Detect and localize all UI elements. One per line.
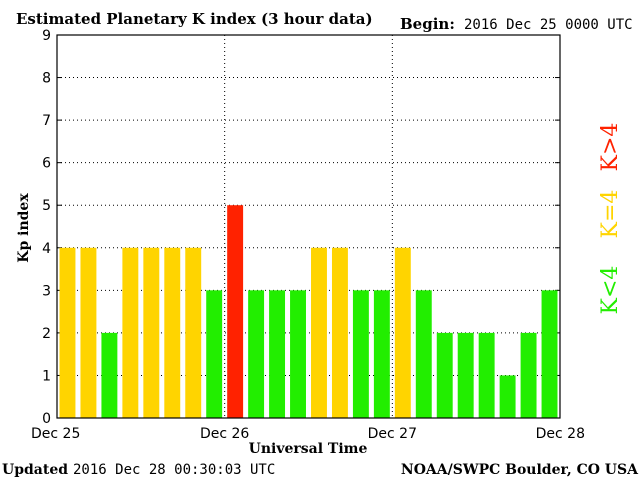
kp-bar [185, 247, 202, 418]
kp-bar [227, 205, 244, 418]
kp-bar [436, 332, 453, 418]
kp-bar [478, 332, 495, 418]
kp-bar [164, 247, 181, 418]
y-tick-label: 6 [42, 156, 51, 172]
y-axis-label: Kp index [16, 193, 32, 263]
kp-bar [269, 290, 286, 418]
kp-bar [352, 290, 369, 418]
x-axis-label: Universal Time [249, 441, 368, 457]
y-tick-label: 8 [42, 71, 51, 87]
source-credit: NOAA/SWPC Boulder, CO USA [401, 462, 639, 478]
kp-bar [520, 332, 537, 418]
kp-bar [394, 247, 411, 418]
kp-bar [499, 375, 516, 418]
legend-low: K<4 [598, 266, 623, 315]
begin-label: Begin: [400, 15, 455, 33]
x-tick-label: Dec 28 [536, 426, 585, 442]
y-tick-label: 4 [42, 241, 51, 257]
kp-bar [290, 290, 306, 418]
x-tick-label: Dec 27 [368, 426, 417, 442]
legend-high: K>4 [598, 123, 623, 172]
plot-frame [56, 34, 561, 419]
kp-bar [541, 290, 558, 418]
kp-bar [59, 247, 76, 418]
kp-bar [248, 290, 265, 418]
y-tick-label: 9 [42, 28, 51, 44]
begin-value: 2016 Dec 25 0000 UTC [464, 17, 633, 33]
x-tick-label: Dec 25 [31, 426, 80, 442]
y-tick-label: 0 [42, 411, 51, 427]
kp-bar [457, 332, 474, 418]
y-tick-label: 2 [42, 326, 51, 342]
updated-label: Updated [2, 462, 68, 478]
y-tick-label: 1 [42, 368, 51, 384]
y-tick-label: 3 [42, 283, 51, 299]
y-tick-label: 7 [42, 113, 51, 129]
legend-mid: K=4 [598, 190, 623, 239]
plot-area: 0 1 2 3 4 5 6 7 8 9 Dec 25 Dec 26 Dec 27 Dec 28 [31, 28, 585, 442]
kp-bar [206, 290, 223, 418]
kp-bar [311, 247, 327, 418]
chart-title: Estimated Planetary K index (3 hour data… [16, 10, 373, 28]
kp-bar [101, 332, 118, 418]
kp-bar [143, 247, 160, 418]
y-tick-label: 5 [42, 198, 51, 214]
kp-bar [122, 247, 139, 418]
kp-bar [373, 290, 390, 418]
kp-bar [331, 247, 348, 418]
x-tick-label: Dec 26 [200, 426, 249, 442]
kp-bar [415, 290, 432, 418]
updated-value: 2016 Dec 28 00:30:03 UTC [73, 462, 275, 478]
kp-bar [80, 247, 97, 418]
